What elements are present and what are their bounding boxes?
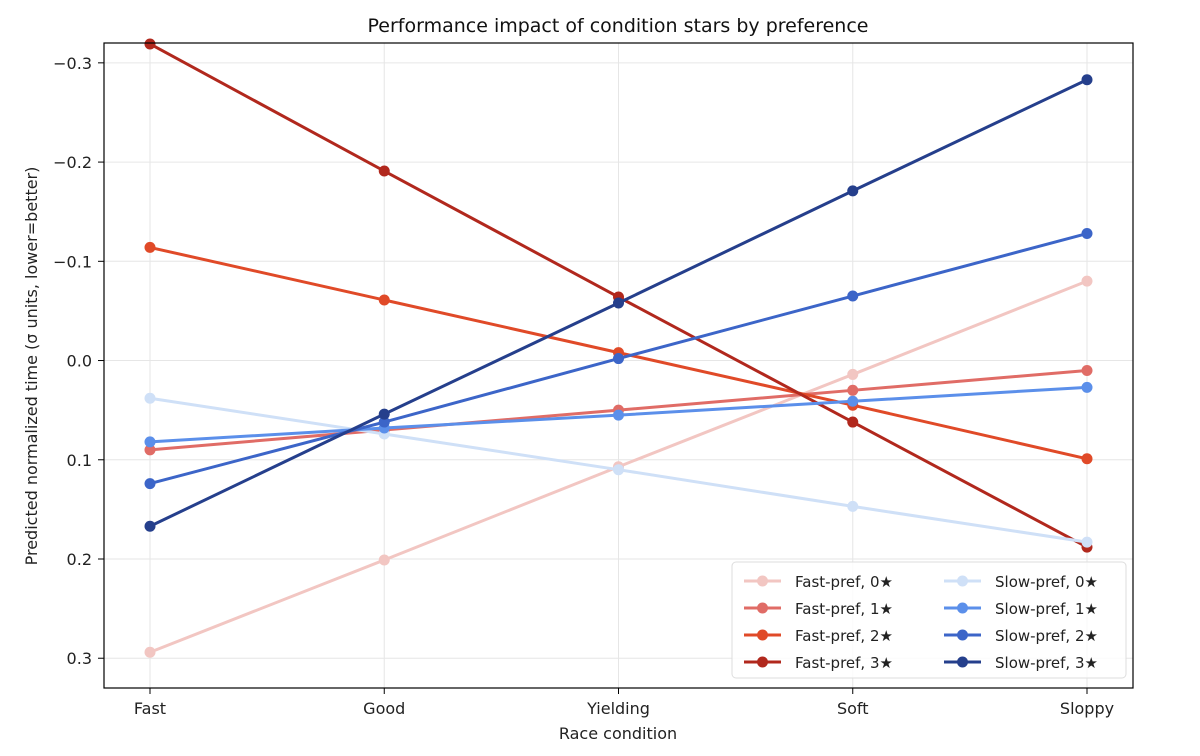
data-point: [613, 353, 624, 365]
legend-label: Slow-pref, 1★: [995, 600, 1098, 618]
data-point: [144, 478, 156, 490]
x-axis: Fast Good Yielding Soft Sloppy: [134, 688, 1114, 718]
data-point: [847, 416, 859, 428]
legend-item: Fast-pref, 2★: [744, 627, 893, 645]
data-point: [613, 409, 624, 421]
data-point: [613, 464, 624, 476]
legend-item: Slow-pref, 2★: [944, 627, 1098, 645]
legend-label: Fast-pref, 2★: [795, 627, 893, 645]
legend-frame: [731, 561, 1127, 679]
y-tick-label: −0.3: [53, 54, 92, 73]
data-point: [1081, 536, 1093, 548]
chart-title: Performance impact of condition stars by…: [368, 15, 869, 37]
y-tick-label: −0.1: [53, 252, 92, 271]
legend-swatch-marker: [957, 656, 968, 668]
legend-item: Fast-pref, 0★: [744, 573, 893, 591]
data-point: [847, 368, 859, 380]
x-tick-label: Yielding: [586, 699, 650, 718]
legend-swatch-marker: [757, 602, 768, 614]
data-point: [378, 165, 390, 177]
data-point: [1081, 74, 1093, 86]
legend-label: Fast-pref, 0★: [795, 573, 893, 591]
legend-item: Slow-pref, 0★: [944, 573, 1098, 591]
legend-swatch-marker: [757, 656, 768, 668]
data-point: [144, 436, 156, 448]
y-tick-label: 0.3: [67, 649, 92, 668]
legend-item: Slow-pref, 3★: [944, 654, 1098, 672]
y-tick-label: 0.1: [67, 451, 92, 470]
data-point: [144, 38, 156, 50]
legend-label: Slow-pref, 3★: [995, 654, 1098, 672]
legend-swatch-marker: [757, 629, 768, 641]
data-point: [378, 416, 390, 428]
y-axis-title: Predicted normalized time (σ units, lowe…: [22, 167, 41, 566]
x-tick-label: Sloppy: [1060, 699, 1114, 718]
data-point: [144, 444, 156, 456]
series-8: [144, 74, 1093, 532]
data-point: [378, 554, 390, 566]
series-6: [144, 381, 1093, 448]
legend-label: Fast-pref, 3★: [795, 654, 893, 672]
legend-swatch-marker: [957, 629, 968, 641]
data-point: [144, 392, 156, 404]
data-point: [613, 297, 624, 309]
data-point: [1081, 228, 1093, 240]
x-tick-label: Good: [363, 699, 405, 718]
data-point: [847, 290, 859, 302]
data-point: [378, 408, 390, 420]
legend-swatch-marker: [757, 575, 768, 587]
y-tick-label: 0.2: [67, 550, 92, 569]
data-point: [144, 241, 156, 253]
data-point: [847, 395, 859, 407]
series-7: [144, 228, 1093, 490]
series-5: [144, 392, 1093, 548]
data-point: [847, 185, 859, 197]
legend-label: Fast-pref, 1★: [795, 600, 893, 618]
legend-swatch-marker: [957, 575, 968, 587]
legend-item: Fast-pref, 1★: [744, 600, 893, 618]
data-point: [144, 520, 156, 532]
data-point: [847, 500, 859, 512]
data-point: [1081, 364, 1093, 376]
y-tick-label: 0.0: [67, 352, 92, 371]
data-point: [1081, 381, 1093, 393]
series-layer: [144, 38, 1093, 658]
x-axis-title: Race condition: [559, 724, 677, 743]
legend-label: Slow-pref, 0★: [995, 573, 1098, 591]
data-point: [1081, 275, 1093, 287]
y-axis: −0.3 −0.2 −0.1 0.0 0.1 0.2 0.3: [53, 54, 104, 668]
legend-swatch-marker: [957, 602, 968, 614]
data-point: [378, 294, 390, 306]
legend-item: Fast-pref, 3★: [744, 654, 893, 672]
y-tick-label: −0.2: [53, 153, 92, 172]
x-tick-label: Fast: [134, 699, 166, 718]
legend: Fast-pref, 0★ Fast-pref, 1★ Fast-pref, 2★ F…: [731, 561, 1127, 679]
x-tick-label: Soft: [837, 699, 869, 718]
data-point: [1081, 453, 1093, 465]
data-point: [847, 384, 859, 396]
legend-label: Slow-pref, 2★: [995, 627, 1098, 645]
legend-item: Slow-pref, 1★: [944, 600, 1098, 618]
data-point: [144, 646, 156, 658]
